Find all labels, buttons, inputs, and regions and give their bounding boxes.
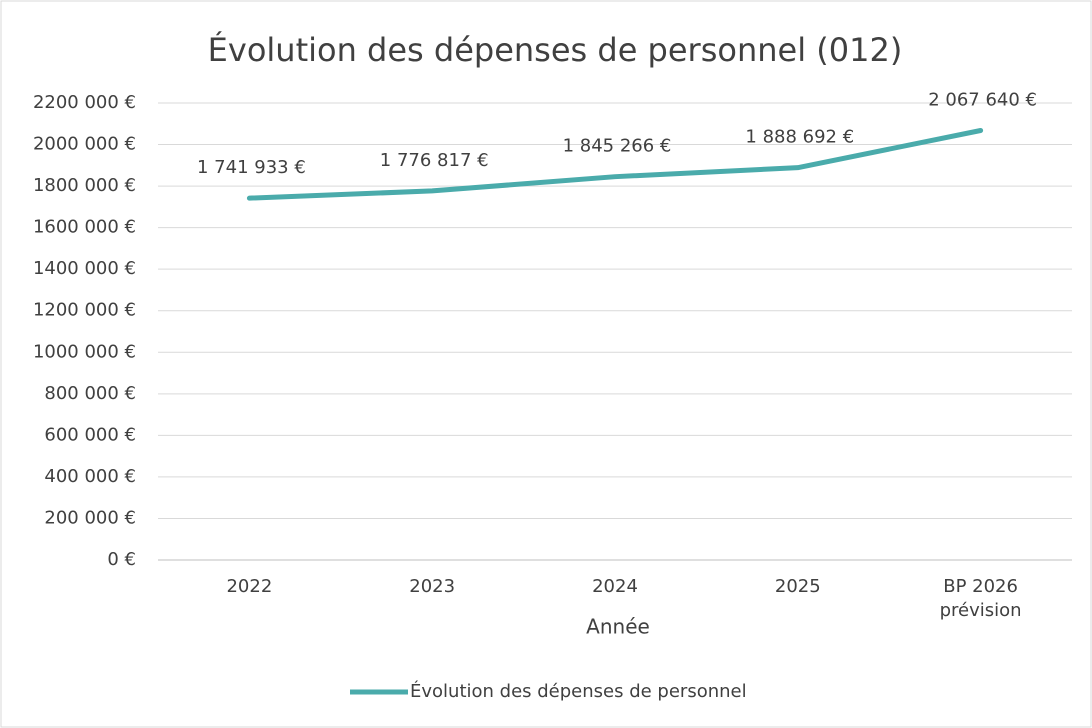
y-tick-label: 1400 000 € bbox=[33, 258, 136, 279]
x-axis-title: Année bbox=[586, 615, 650, 639]
x-tick-label: BP 2026 prévision bbox=[939, 576, 1022, 621]
y-tick-label: 1600 000 € bbox=[33, 217, 136, 238]
y-tick-label: 800 000 € bbox=[44, 383, 136, 404]
y-tick-label: 0 € bbox=[107, 549, 136, 570]
y-tick-label: 1800 000 € bbox=[33, 175, 136, 196]
x-tick-label: 2023 bbox=[409, 576, 456, 597]
x-tick-label: 2024 bbox=[592, 576, 638, 597]
data-label: 2 067 640 € bbox=[928, 89, 1037, 110]
data-label: 1 845 266 € bbox=[563, 136, 672, 157]
line bbox=[246, 127, 984, 201]
y-tick-label: 2000 000 € bbox=[33, 134, 136, 155]
y-tick-label: 1000 000 € bbox=[33, 341, 136, 362]
y-tick-label: 400 000 € bbox=[44, 466, 136, 487]
y-tick-label: 600 000 € bbox=[44, 424, 136, 445]
x-tick-label: 2025 bbox=[774, 576, 821, 597]
data-label: 1 741 933 € bbox=[197, 157, 306, 178]
chart-title: Évolution des dépenses de personnel (012… bbox=[208, 31, 903, 69]
y-tick-label: 200 000 € bbox=[44, 507, 136, 528]
data-label: 1 776 817 € bbox=[380, 150, 489, 171]
x-tick-label: 2022 bbox=[226, 576, 273, 597]
y-tick-label: 2200 000 € bbox=[33, 92, 136, 113]
data-label: 1 888 692 € bbox=[745, 127, 854, 148]
y-tick-label: 1200 000 € bbox=[33, 300, 136, 321]
legend-label: Évolution des dépenses de personnel bbox=[410, 680, 747, 702]
